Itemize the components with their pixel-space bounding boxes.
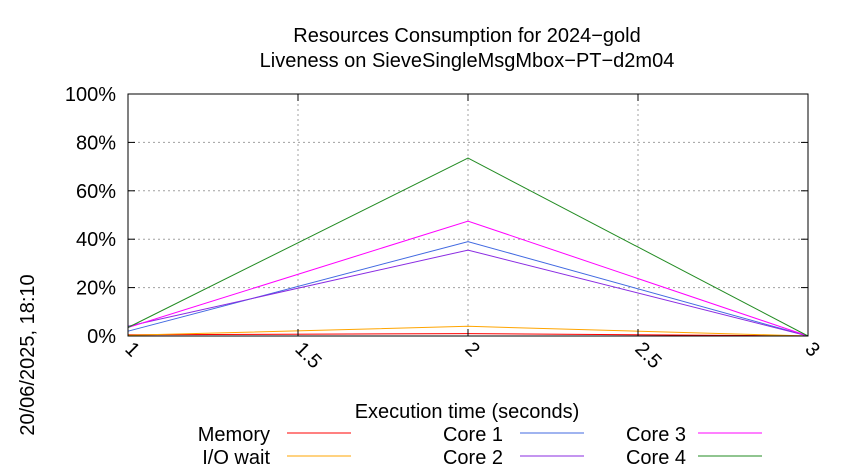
legend-label: Core 4 — [626, 447, 686, 469]
y-tick-label: 80% — [76, 132, 116, 154]
legend-label: Core 3 — [626, 424, 686, 446]
legend-label: I/O wait — [202, 447, 270, 469]
x-axis-ticks: 1 1.5 2 2.5 3 — [120, 94, 824, 373]
y-tick-label: 100% — [65, 84, 116, 106]
y-tick-label: 0% — [87, 326, 116, 348]
x-tick-label: 3 — [800, 338, 823, 361]
chart-subtitle: Liveness on SieveSingleMsgMbox−PT−d2m04 — [260, 50, 675, 72]
y-axis-ticks: 0% 20% 40% 60% 80% 100% — [65, 84, 808, 348]
x-tick-label: 2.5 — [630, 338, 665, 373]
y-tick-label: 40% — [76, 229, 116, 251]
legend-label: Memory — [198, 424, 270, 446]
series-line-core-2 — [127, 249, 809, 337]
chart-title: Resources Consumption for 2024−gold — [293, 25, 640, 47]
timestamp-label: 20/06/2025, 18:10 — [17, 274, 39, 435]
series-line-i-o-wait — [127, 325, 809, 337]
x-axis-label: Execution time (seconds) — [355, 401, 580, 423]
y-tick-label: 20% — [76, 278, 116, 300]
grid — [128, 94, 808, 336]
legend-label: Core 1 — [443, 424, 503, 446]
y-tick-label: 60% — [76, 181, 116, 203]
x-tick-label: 2 — [460, 338, 483, 361]
legend-label: Core 2 — [443, 447, 503, 469]
x-tick-label: 1.5 — [290, 338, 325, 373]
series-line-core-4 — [127, 157, 809, 337]
series-line-core-3 — [127, 220, 809, 337]
x-tick-label: 1 — [120, 338, 143, 361]
